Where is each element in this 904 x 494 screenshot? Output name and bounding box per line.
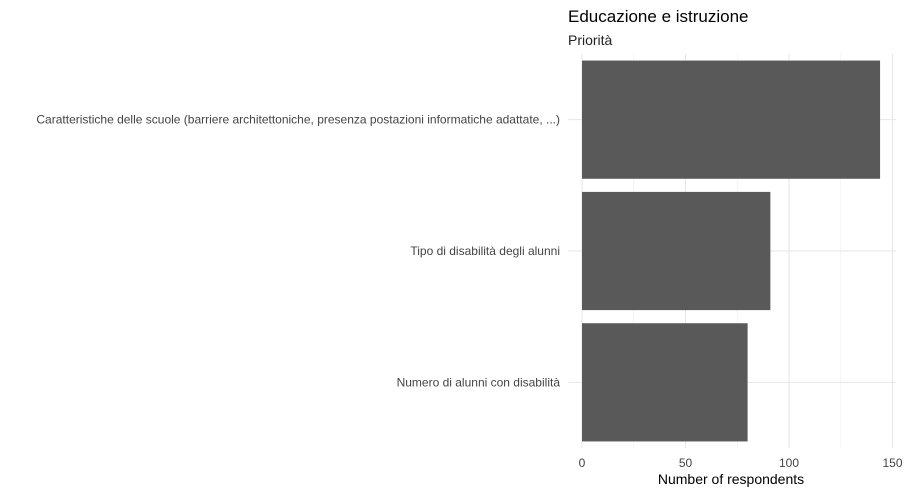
category-labels: Caratteristiche delle scuole (barriere a… [36, 113, 560, 390]
x-tick-label: 50 [679, 456, 693, 470]
x-axis-title: Number of respondents [658, 471, 804, 487]
chart-subtitle: Priorità [568, 32, 613, 48]
x-tick-label: 0 [579, 456, 586, 470]
bar [582, 60, 881, 179]
x-tick-label: 100 [779, 456, 799, 470]
category-label: Tipo di disabilità degli alunni [410, 244, 560, 258]
category-label: Caratteristiche delle scuole (barriere a… [36, 113, 560, 127]
x-tick-label: 150 [882, 456, 902, 470]
bars [582, 60, 881, 442]
bar [582, 323, 748, 442]
chart-title: Educazione e istruzione [568, 7, 749, 26]
category-label: Numero di alunni con disabilità [397, 375, 561, 389]
x-tick-labels: 0 50 100 150 [579, 456, 903, 470]
bar [582, 191, 771, 311]
